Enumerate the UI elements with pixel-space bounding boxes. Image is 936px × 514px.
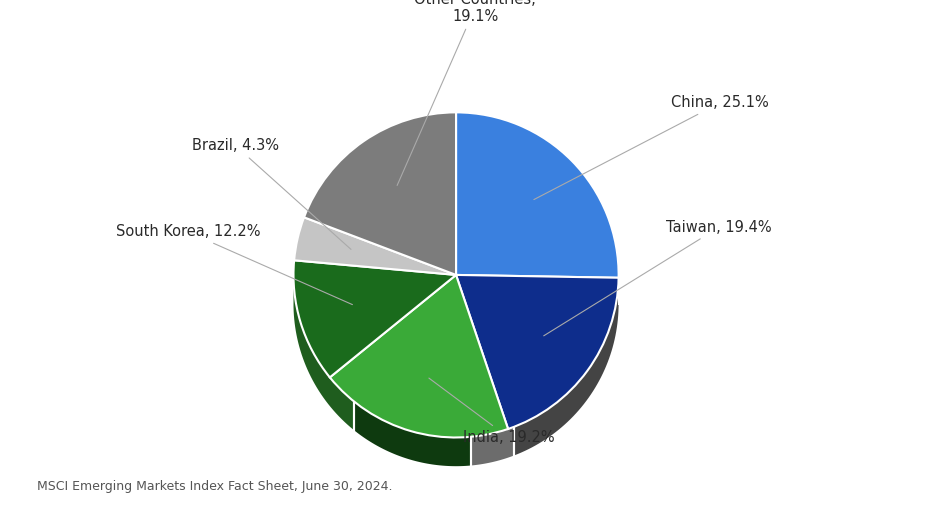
Text: India, 19.2%: India, 19.2% bbox=[429, 378, 554, 445]
Text: China, 25.1%: China, 25.1% bbox=[534, 95, 769, 199]
Wedge shape bbox=[329, 275, 508, 437]
Polygon shape bbox=[471, 427, 514, 466]
Polygon shape bbox=[514, 275, 619, 455]
Text: South Korea, 12.2%: South Korea, 12.2% bbox=[115, 225, 353, 305]
Text: MSCI Emerging Markets Index Fact Sheet, June 30, 2024.: MSCI Emerging Markets Index Fact Sheet, … bbox=[37, 481, 393, 493]
Wedge shape bbox=[456, 113, 619, 278]
Polygon shape bbox=[294, 279, 354, 430]
Polygon shape bbox=[354, 401, 471, 466]
Wedge shape bbox=[304, 113, 456, 275]
Wedge shape bbox=[294, 217, 456, 275]
Text: Taiwan, 19.4%: Taiwan, 19.4% bbox=[544, 219, 772, 336]
Text: Brazil, 4.3%: Brazil, 4.3% bbox=[192, 138, 351, 249]
Wedge shape bbox=[456, 275, 619, 429]
Text: Other Countries,
19.1%: Other Countries, 19.1% bbox=[397, 0, 536, 186]
Wedge shape bbox=[294, 260, 456, 377]
